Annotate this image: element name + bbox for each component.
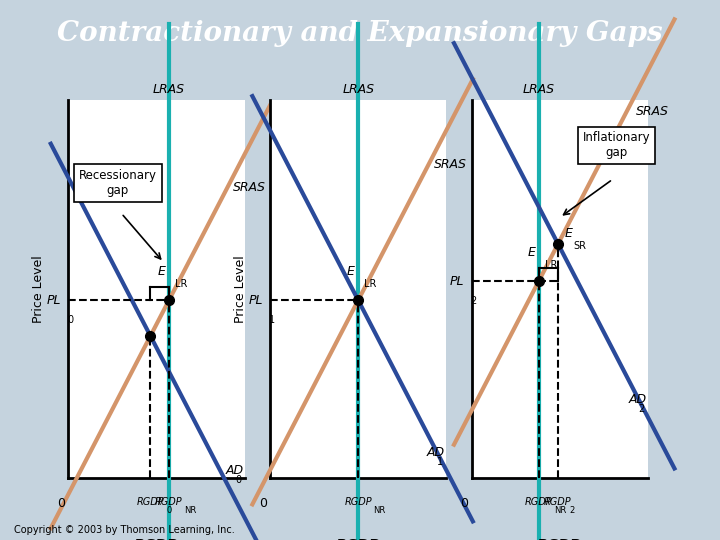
Text: RGDP: RGDP (525, 497, 552, 507)
Text: 0: 0 (166, 507, 171, 515)
Text: 0: 0 (461, 497, 469, 510)
Text: LRAS: LRAS (342, 83, 374, 96)
Text: NR: NR (184, 507, 196, 515)
Text: SRAS: SRAS (636, 105, 669, 118)
Text: SR: SR (574, 241, 587, 252)
Text: PL: PL (248, 294, 263, 307)
Text: RGDP: RGDP (538, 538, 582, 540)
Text: 1: 1 (437, 457, 443, 467)
Text: NR: NR (373, 507, 385, 515)
Text: 2: 2 (471, 296, 477, 307)
Text: LRAS: LRAS (523, 83, 554, 96)
Text: PL: PL (47, 294, 61, 307)
Text: LR: LR (364, 279, 377, 289)
Text: RGDP: RGDP (344, 497, 372, 507)
Text: Copyright © 2003 by Thomson Learning, Inc.: Copyright © 2003 by Thomson Learning, In… (14, 524, 235, 535)
Text: 0: 0 (58, 497, 66, 510)
Text: 2: 2 (570, 507, 575, 515)
Text: E: E (527, 246, 535, 259)
Text: SRAS: SRAS (233, 181, 266, 194)
Text: LR: LR (175, 279, 187, 289)
Text: Inflationary
gap: Inflationary gap (582, 131, 650, 159)
Text: RGDP: RGDP (135, 538, 179, 540)
Text: E: E (347, 265, 355, 278)
Text: LR: LR (545, 260, 557, 270)
Text: 1: 1 (269, 315, 275, 326)
Text: 2: 2 (639, 404, 644, 414)
Text: 0: 0 (235, 475, 241, 485)
Text: Recessionary
gap: Recessionary gap (78, 169, 157, 197)
Text: LRAS: LRAS (153, 83, 185, 96)
Text: E: E (158, 265, 166, 278)
Text: NR: NR (554, 507, 566, 515)
Text: 0: 0 (259, 497, 267, 510)
Text: RGDP: RGDP (544, 497, 572, 507)
Text: E: E (565, 227, 573, 240)
Text: SRAS: SRAS (434, 158, 467, 171)
Text: Contractionary and Expansionary Gaps: Contractionary and Expansionary Gaps (57, 20, 663, 47)
Text: Price Level: Price Level (32, 255, 45, 323)
Text: AD: AD (427, 446, 445, 458)
Text: AD: AD (629, 393, 647, 406)
Text: 0: 0 (68, 315, 73, 326)
Text: RGDP: RGDP (137, 497, 164, 507)
Text: RGDP: RGDP (336, 538, 380, 540)
Text: Price Level: Price Level (233, 255, 246, 323)
Text: PL: PL (450, 275, 464, 288)
Text: AD: AD (225, 464, 243, 477)
Text: RGDP: RGDP (155, 497, 183, 507)
